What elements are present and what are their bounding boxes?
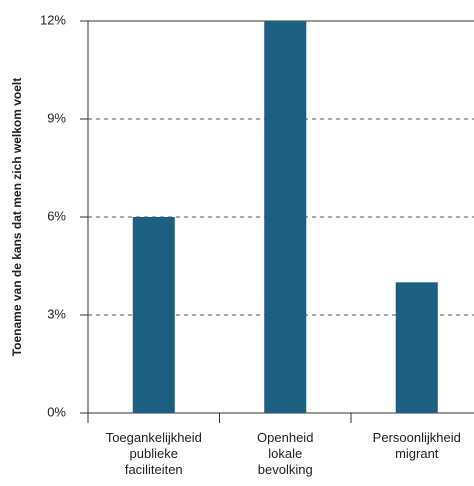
y-axis-label: Toename van de kans dat men zich welkom … bbox=[10, 78, 24, 357]
x-tick-label-line: bevolking bbox=[258, 462, 313, 477]
bar bbox=[395, 282, 438, 413]
x-tick-label: Openheid lokale bevolking bbox=[257, 430, 313, 477]
y-tick-label: 3% bbox=[47, 306, 66, 321]
x-tick-label: Persoonlijkheid migrant bbox=[373, 430, 461, 461]
x-tick-label-line: Openheid bbox=[257, 430, 313, 445]
bar bbox=[132, 217, 175, 413]
y-tick-label: 0% bbox=[47, 404, 66, 419]
x-tick-label-line: migrant bbox=[395, 446, 439, 461]
x-tick-label-line: faciliteiten bbox=[125, 462, 183, 477]
x-tick-label-line: publieke bbox=[130, 446, 178, 461]
x-tick-label: Toegankelijkheid publieke faciliteiten bbox=[106, 430, 202, 477]
bar bbox=[264, 21, 307, 413]
y-tick-label: 12% bbox=[40, 12, 66, 27]
x-tick-label-line: Persoonlijkheid bbox=[373, 430, 461, 445]
y-tick-label: 9% bbox=[47, 110, 66, 125]
y-tick-label: 6% bbox=[47, 208, 66, 223]
x-tick-label-line: lokale bbox=[268, 446, 302, 461]
x-tick-label-line: Toegankelijkheid bbox=[106, 430, 202, 445]
